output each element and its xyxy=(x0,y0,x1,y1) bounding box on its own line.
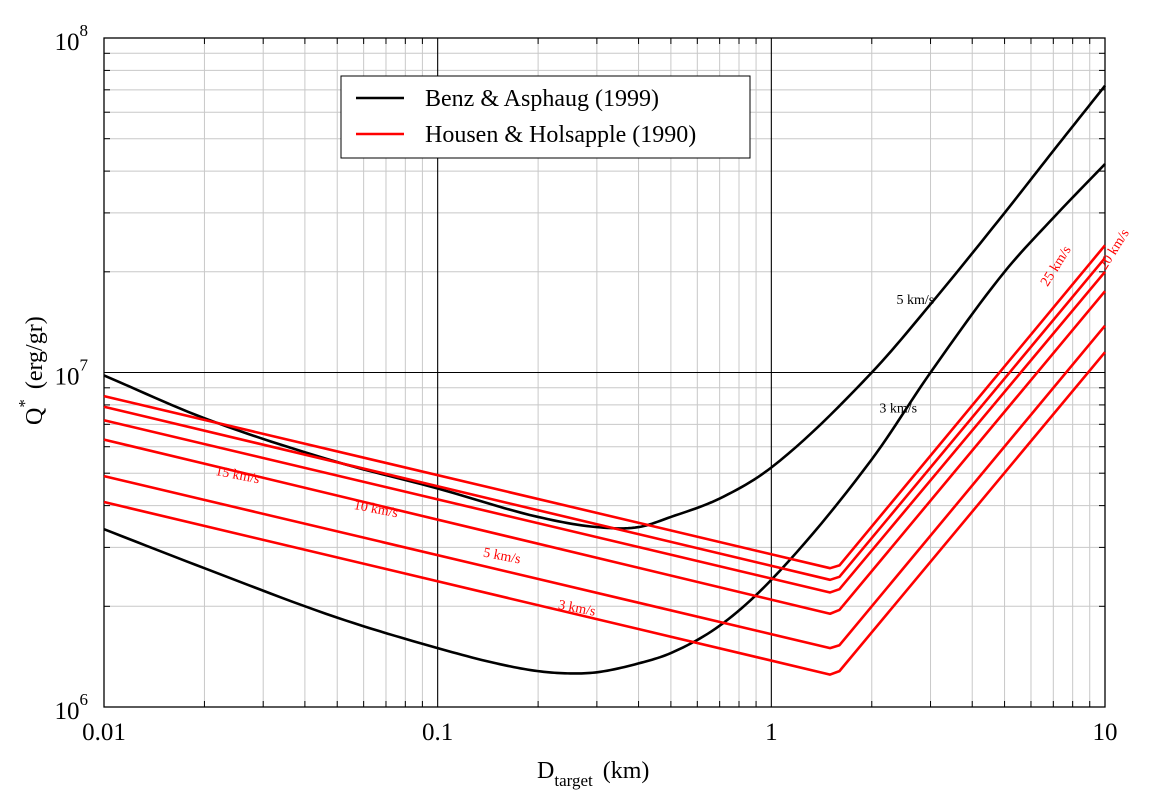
series-line-3 xyxy=(103,244,1107,570)
x-tick-label: 0.01 xyxy=(82,719,126,746)
annotation-label: 25 km/s xyxy=(1038,243,1074,289)
legend-box xyxy=(340,75,751,159)
x-tick-labels: 0.01 0.1 1 10 xyxy=(82,719,1117,746)
series-line-5 xyxy=(103,270,1106,594)
annotation-label: 5 km/s xyxy=(482,546,522,568)
annotation-label: 5 km/s xyxy=(896,293,934,308)
axis-ticks xyxy=(104,38,1105,707)
x-tick-label: 10 xyxy=(1093,719,1118,746)
y-axis-label: Q*(erg/gr) xyxy=(15,316,48,425)
x-tick-label: 0.1 xyxy=(422,719,453,746)
series-line-2 xyxy=(103,163,1106,675)
y-tick-label: 108 xyxy=(55,21,89,56)
series-line-8 xyxy=(103,351,1106,676)
annotation-label: 15 km/s xyxy=(214,464,261,487)
plot-frame xyxy=(103,37,1106,708)
series-line-7 xyxy=(103,324,1106,650)
legend-entry-benz-asphaug: Benz & Asphaug (1999) xyxy=(425,86,659,112)
x-axis-label: Dtarget (km) xyxy=(537,758,649,790)
annotation-label: 10 km/s xyxy=(352,498,399,521)
legend: Benz & Asphaug (1999) Housen & Holsapple… xyxy=(340,75,751,159)
y-tick-label: 107 xyxy=(55,356,89,391)
x-tick-label: 1 xyxy=(765,719,778,746)
y-tick-labels: 106 107 108 xyxy=(55,21,89,725)
annotation-label: 3 km/s xyxy=(879,401,917,416)
series-line-4 xyxy=(103,257,1106,582)
annotation-label: 3 km/s xyxy=(557,598,597,620)
y-tick-label: 106 xyxy=(55,690,89,725)
series-layer xyxy=(103,84,1107,676)
series-line-6 xyxy=(103,290,1106,616)
legend-entry-housen-holsapple: Housen & Holsapple (1990) xyxy=(425,122,696,148)
